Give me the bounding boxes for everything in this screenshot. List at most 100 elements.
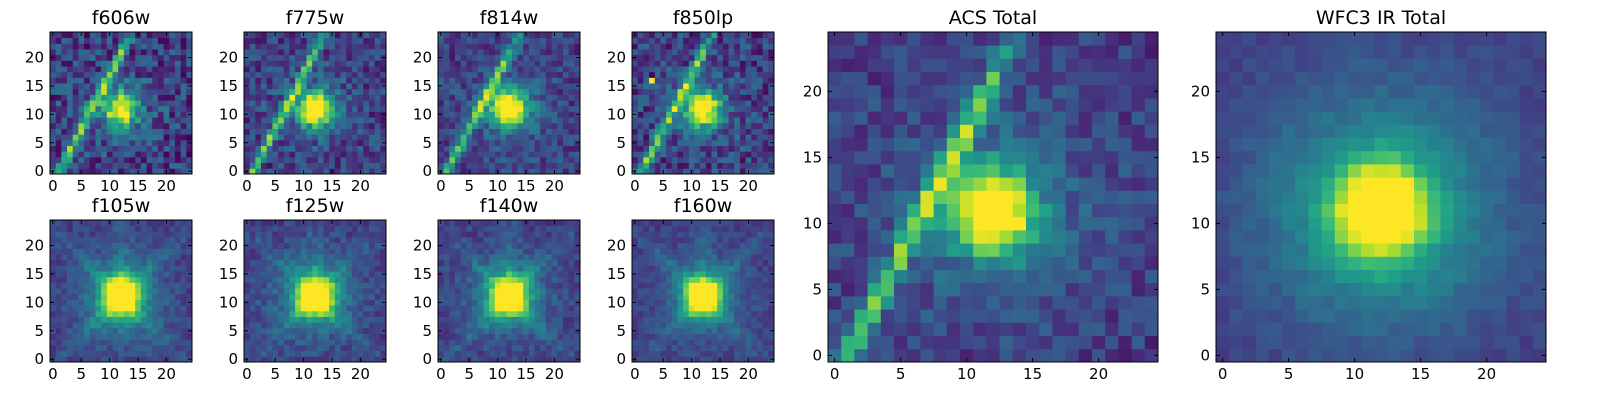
heatmap-cell	[751, 350, 758, 357]
heatmap-cell	[562, 66, 570, 73]
heatmap-cell	[135, 162, 142, 169]
heatmap-cell	[649, 37, 656, 44]
heatmap-cell	[346, 339, 353, 346]
heatmap-cell	[61, 322, 68, 329]
heatmap-cell	[317, 299, 324, 306]
heatmap-cell	[637, 43, 644, 50]
heatmap-cell	[438, 37, 445, 44]
heatmap-cell	[55, 282, 62, 289]
heatmap-cell	[295, 248, 302, 255]
heatmap-cell	[249, 254, 256, 261]
heatmap-cell	[306, 322, 313, 329]
heatmap-cell	[438, 225, 445, 232]
heatmap-cell	[317, 333, 324, 340]
heatmap-cell	[374, 299, 381, 306]
heatmap-cell	[55, 117, 62, 124]
heatmap-cell	[762, 32, 769, 39]
heatmap-cell	[67, 71, 74, 78]
heatmap-cell	[506, 293, 513, 300]
heatmap-cell	[157, 32, 164, 39]
heatmap-cell	[717, 100, 724, 107]
heatmap-cell	[449, 231, 456, 238]
heatmap-cell	[334, 122, 341, 129]
heatmap-cell	[540, 122, 547, 129]
heatmap-cell	[334, 237, 341, 244]
heatmap-cell	[157, 94, 164, 101]
heatmap-cell	[129, 265, 136, 272]
heatmap-cell	[494, 100, 501, 107]
heatmap-cell	[340, 299, 347, 306]
heatmap-cell	[768, 339, 775, 346]
heatmap-cell	[574, 350, 581, 357]
heatmap-cell	[700, 71, 707, 78]
heatmap-cell	[683, 77, 690, 84]
heatmap-cell	[72, 117, 79, 124]
heatmap-cell	[455, 288, 462, 295]
heatmap-cell	[272, 122, 279, 129]
heatmap-cell	[329, 231, 336, 238]
heatmap-cell	[306, 265, 313, 272]
heatmap-cell	[523, 242, 530, 249]
heatmap-cell	[95, 333, 102, 340]
heatmap-cell	[728, 54, 735, 61]
heatmap-cell	[249, 162, 256, 169]
heatmap-cell	[489, 128, 496, 135]
heatmap-cell	[169, 54, 176, 61]
heatmap-cell	[283, 322, 290, 329]
heatmap-cell	[506, 282, 513, 289]
heatmap-cell	[278, 356, 285, 363]
heatmap-cell	[666, 100, 673, 107]
heatmap-cell	[666, 271, 673, 278]
heatmap-cell	[368, 237, 376, 244]
heatmap-cell	[374, 43, 381, 50]
heatmap-cell	[278, 231, 285, 238]
heatmap-cell	[762, 105, 769, 112]
heatmap-cell	[106, 128, 113, 135]
heatmap-cell	[449, 49, 456, 56]
heatmap-cell	[334, 225, 341, 232]
heatmap-cell	[511, 139, 518, 146]
heatmap-cell	[660, 156, 667, 164]
heatmap-cell	[654, 305, 661, 312]
heatmap-cell	[489, 37, 496, 44]
heatmap-cell	[756, 327, 764, 334]
heatmap-cell	[123, 271, 130, 278]
heatmap-cell	[106, 77, 113, 84]
heatmap-cell	[157, 299, 164, 306]
heatmap-cell	[545, 37, 552, 44]
heatmap-cell	[118, 60, 125, 67]
heatmap-cell	[72, 49, 79, 56]
heatmap-cell	[717, 327, 724, 334]
heatmap-cell	[717, 145, 724, 152]
heatmap-cell	[368, 105, 376, 112]
heatmap-cell	[688, 139, 695, 146]
heatmap-cell	[174, 128, 182, 135]
heatmap-cell	[545, 350, 552, 357]
heatmap-cell	[545, 344, 552, 352]
heatmap-cell	[272, 60, 279, 67]
heatmap-cell	[466, 156, 473, 164]
heatmap-cell	[717, 151, 724, 158]
heatmap-cell	[368, 259, 376, 266]
heatmap-cell	[351, 168, 358, 175]
heatmap-cell	[472, 151, 479, 158]
y-tick-label: 10	[219, 293, 238, 311]
heatmap-cell	[249, 111, 256, 118]
heatmap-cell	[95, 237, 102, 244]
heatmap-cell	[734, 77, 741, 84]
heatmap-cell	[551, 139, 558, 146]
heatmap-cell	[637, 145, 644, 152]
heatmap-cell	[334, 94, 341, 101]
heatmap-cell	[289, 162, 296, 169]
x-tick-label: 0	[48, 177, 58, 195]
heatmap-cell	[283, 225, 290, 232]
heatmap-cell	[61, 265, 68, 272]
heatmap-cell	[118, 145, 125, 152]
heatmap-cell	[557, 254, 564, 261]
heatmap-cell	[654, 43, 661, 50]
heatmap-cell	[489, 100, 496, 107]
heatmap-cell	[506, 60, 513, 67]
heatmap-cell	[472, 60, 479, 67]
heatmap-cell	[649, 139, 656, 146]
heatmap-cell	[557, 162, 564, 169]
